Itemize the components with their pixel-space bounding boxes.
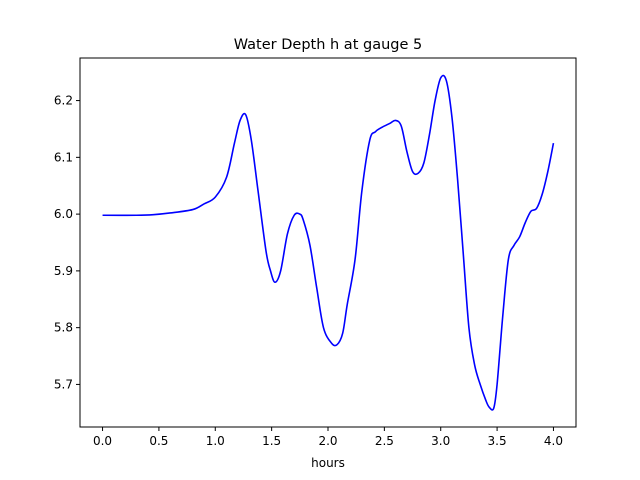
x-axis-label: hours — [311, 456, 345, 470]
x-tick-label: 2.5 — [375, 434, 394, 448]
x-tick-label: 2.0 — [318, 434, 337, 448]
chart-title: Water Depth h at gauge 5 — [234, 37, 422, 53]
x-tick-label: 0.5 — [149, 434, 168, 448]
x-tick-label: 0.0 — [93, 434, 112, 448]
x-axis: 0.0 0.5 1.0 1.5 2.0 2.5 3.0 3.5 4.0 — [93, 427, 563, 448]
y-tick-label: 6.1 — [54, 150, 73, 164]
y-axis: 5.7 5.8 5.9 6.0 6.1 6.2 — [54, 94, 80, 391]
x-tick-label: 3.0 — [431, 434, 450, 448]
series-line-0 — [102, 74, 555, 411]
x-tick-label: 3.5 — [488, 434, 507, 448]
axes-frame — [79, 57, 577, 428]
y-tick-label: 5.7 — [54, 377, 73, 391]
plot-area — [102, 74, 555, 411]
x-tick-label: 1.0 — [206, 434, 225, 448]
y-tick-label: 5.8 — [54, 321, 73, 335]
y-tick-label: 5.9 — [54, 264, 73, 278]
x-tick-label: 4.0 — [544, 434, 563, 448]
y-tick-label: 6.0 — [54, 207, 73, 221]
x-tick-label: 1.5 — [262, 434, 281, 448]
y-tick-label: 6.2 — [54, 94, 73, 108]
